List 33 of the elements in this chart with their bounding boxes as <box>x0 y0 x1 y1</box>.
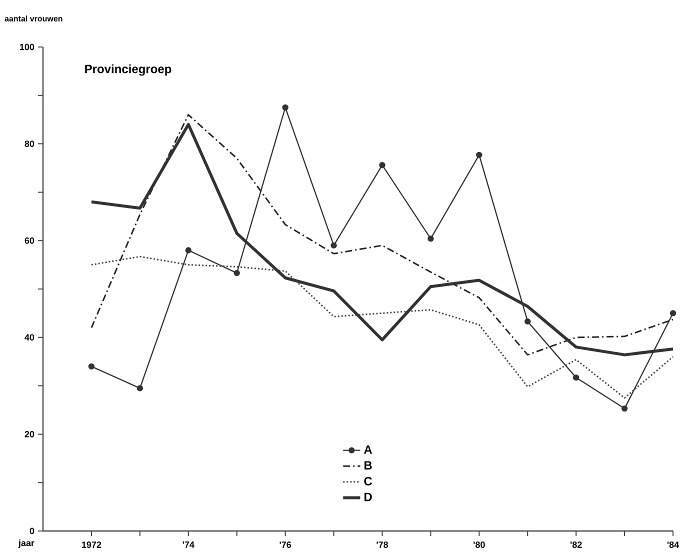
legend-label: A <box>364 445 372 454</box>
y-tick-label: 60 <box>24 237 34 244</box>
x-tick-label: '82 <box>570 542 582 548</box>
point <box>621 405 628 412</box>
legend-label: C <box>364 476 372 486</box>
x-tick-label: '78 <box>376 542 388 548</box>
y-tick-label: 40 <box>24 334 34 341</box>
x-tick-label: '84 <box>667 542 680 548</box>
point <box>476 152 482 158</box>
legend-label: B <box>364 461 372 470</box>
y-tick-label: 20 <box>24 431 34 438</box>
x-axis-title: jaar <box>18 540 34 548</box>
x-tick-label: '76 <box>280 542 292 548</box>
x-tick-label: '80 <box>474 542 485 548</box>
point <box>428 236 434 242</box>
y-tick-label: 80 <box>24 140 34 147</box>
point <box>572 374 580 381</box>
y-tick-label: 0 <box>30 528 34 534</box>
point <box>670 310 676 316</box>
text: Provinciegroep <box>85 64 172 76</box>
point <box>524 318 531 325</box>
legend-label: D <box>364 492 372 502</box>
point <box>379 162 386 168</box>
point <box>282 104 288 111</box>
y-axis-title: aantal vrouwen <box>4 16 62 22</box>
point <box>136 385 144 392</box>
y-tick-label: 100 <box>20 44 34 50</box>
x-tick-label: 1972 <box>82 542 102 548</box>
x-tick-label: '74 <box>182 542 194 548</box>
point <box>185 247 192 254</box>
point <box>234 270 240 276</box>
point <box>330 242 337 249</box>
point <box>88 363 95 370</box>
